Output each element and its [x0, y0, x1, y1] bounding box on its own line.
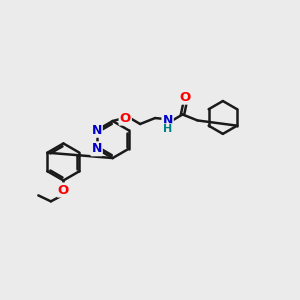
Text: N: N: [92, 124, 102, 137]
Text: N: N: [162, 114, 173, 127]
Text: O: O: [120, 112, 131, 124]
Text: N: N: [92, 142, 102, 155]
Text: H: H: [163, 124, 172, 134]
Text: O: O: [179, 91, 191, 103]
Text: O: O: [58, 184, 69, 196]
